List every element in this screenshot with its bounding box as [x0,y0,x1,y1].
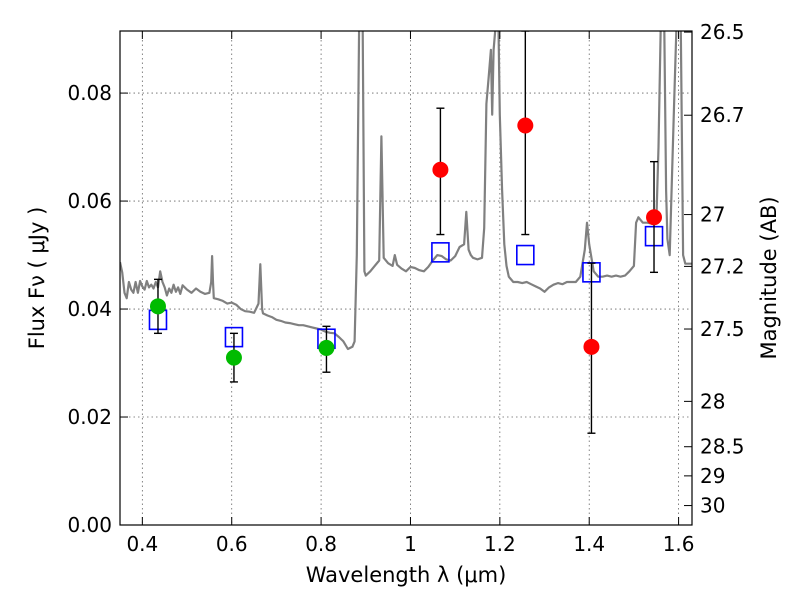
right-tick-label: 29 [700,464,725,488]
observed-flux-point [318,339,335,356]
right-tick-label: 28 [700,389,725,413]
observed-flux-point [432,161,449,178]
sed-model-line [120,31,692,351]
plot-background [120,31,692,525]
observed-flux-point [517,117,534,134]
tick-marks [120,31,692,526]
data-layer [120,31,692,434]
tick-labels: 0.4 0.6 0.8 1 1.2 1.4 1.6 0.00 0.02 0.04 0.06 0.08 2… [67,20,744,556]
y-axis-label: Flux Fν ( μJy ) [25,207,49,350]
right-tick-label: 28.5 [700,435,745,459]
right-axis-label: Magnitude (AB) [757,196,781,359]
y-tick-label: 0.04 [67,297,112,321]
right-tick-label: 27 [700,203,725,227]
model-flux-box [431,242,450,263]
x-axis-label: Wavelength λ (μm) [306,563,507,587]
observed-flux-point [583,338,600,355]
right-tick-label: 26.5 [700,20,745,44]
x-tick-label: 1 [404,532,417,556]
y-tick-label: 0.00 [67,513,112,537]
right-tick-label: 27.5 [700,317,745,341]
x-tick-label: 1.2 [484,532,516,556]
x-tick-label: 1.6 [663,532,695,556]
right-tick-label: 26.7 [700,103,745,127]
x-tick-label: 1.4 [573,532,605,556]
y-tick-label: 0.06 [67,189,112,213]
observed-flux-point [225,349,242,366]
x-tick-label: 0.6 [216,532,248,556]
y-tick-label: 0.08 [67,81,112,105]
right-tick-label: 30 [700,494,725,518]
observed-flux-point [149,298,166,315]
plot-frame [119,30,693,526]
right-tick-label: 27.2 [700,254,745,278]
model-flux-box [516,244,535,266]
observed-flux-point [646,209,663,226]
y-tick-label: 0.02 [67,405,112,429]
x-tick-label: 0.4 [126,532,158,556]
x-tick-label: 0.8 [305,532,337,556]
